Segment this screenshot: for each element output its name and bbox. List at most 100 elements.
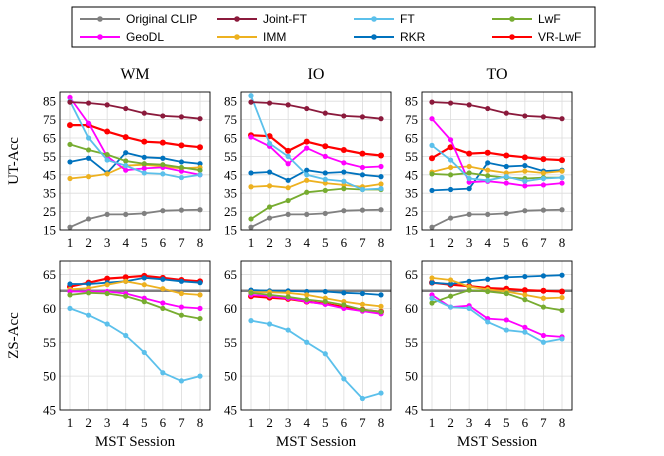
data-point bbox=[285, 147, 292, 154]
y-tick-label: 35 bbox=[224, 186, 237, 201]
data-point bbox=[322, 110, 328, 116]
y-tick-label: 35 bbox=[405, 186, 418, 201]
legend-swatch-marker bbox=[371, 34, 377, 40]
data-point bbox=[67, 122, 73, 129]
y-tick-label: 25 bbox=[224, 204, 237, 219]
data-point bbox=[178, 142, 185, 149]
x-tick-label: 5 bbox=[141, 415, 148, 430]
data-point bbox=[359, 301, 366, 307]
data-point bbox=[540, 295, 547, 301]
data-point bbox=[378, 152, 384, 159]
y-axis-label-ut-acc: UT-Acc bbox=[6, 137, 22, 185]
data-point bbox=[304, 105, 310, 112]
data-point bbox=[304, 189, 310, 195]
data-point bbox=[285, 290, 291, 296]
x-tick-label: 7 bbox=[540, 415, 547, 430]
data-point bbox=[285, 177, 291, 183]
x-tick-label: 4 bbox=[122, 415, 129, 430]
x-tick-label: 4 bbox=[303, 235, 310, 250]
data-point bbox=[503, 110, 509, 116]
series-group bbox=[67, 94, 203, 230]
y-tick-label: 55 bbox=[224, 335, 237, 350]
y-tick-label: 15 bbox=[224, 223, 237, 238]
data-point bbox=[160, 286, 166, 292]
data-point bbox=[304, 292, 310, 298]
panel-title: TO bbox=[486, 66, 507, 83]
data-point bbox=[341, 302, 347, 308]
legend-item-imm: IMM bbox=[217, 30, 286, 44]
data-point bbox=[503, 327, 509, 333]
data-point bbox=[67, 99, 73, 105]
series-line bbox=[250, 319, 382, 400]
data-point bbox=[447, 157, 454, 163]
legend-swatch-marker bbox=[234, 16, 240, 22]
data-point bbox=[123, 278, 129, 284]
data-point bbox=[447, 186, 454, 193]
x-tick-label: 4 bbox=[484, 235, 491, 250]
y-tick-label: 45 bbox=[43, 167, 56, 182]
data-point bbox=[522, 324, 528, 330]
data-point bbox=[429, 99, 435, 105]
data-point bbox=[123, 150, 129, 156]
x-tick-label: 3 bbox=[104, 415, 111, 430]
data-point bbox=[141, 210, 147, 217]
x-tick-label: 2 bbox=[266, 415, 273, 430]
series-line bbox=[250, 294, 382, 315]
data-point bbox=[178, 168, 185, 174]
data-point bbox=[178, 290, 185, 297]
data-point bbox=[303, 138, 310, 145]
series-line bbox=[431, 161, 563, 192]
data-point bbox=[85, 100, 92, 106]
data-point bbox=[540, 182, 547, 188]
data-point bbox=[123, 105, 129, 112]
x-tick-label: 6 bbox=[341, 415, 348, 430]
data-point bbox=[285, 185, 291, 191]
data-point bbox=[503, 290, 509, 297]
data-point bbox=[359, 172, 366, 178]
data-point bbox=[341, 113, 347, 119]
series-line bbox=[250, 291, 382, 313]
data-point bbox=[178, 278, 185, 284]
data-point bbox=[248, 184, 254, 190]
data-point bbox=[285, 327, 291, 333]
data-point bbox=[359, 395, 366, 402]
data-point bbox=[540, 339, 547, 345]
x-axis-label: MST Session bbox=[276, 434, 357, 450]
data-point bbox=[447, 172, 454, 178]
x-tick-label: 8 bbox=[197, 415, 204, 430]
plot-frame bbox=[421, 91, 573, 231]
data-point bbox=[540, 156, 547, 163]
series-original-clip bbox=[429, 207, 565, 230]
series-line bbox=[431, 274, 563, 285]
x-tick-label: 2 bbox=[447, 415, 454, 430]
data-point bbox=[503, 210, 509, 217]
series-original-clip bbox=[67, 207, 203, 230]
data-point bbox=[104, 171, 110, 177]
data-point bbox=[104, 102, 110, 108]
legend-label: LwF bbox=[538, 12, 561, 26]
x-tick-label: 4 bbox=[122, 235, 129, 250]
data-point bbox=[341, 376, 347, 382]
data-point bbox=[485, 160, 491, 166]
data-point bbox=[522, 113, 528, 119]
series-line bbox=[431, 144, 563, 183]
series-line bbox=[250, 95, 382, 191]
data-point bbox=[378, 303, 384, 309]
series-joint-ft bbox=[67, 99, 203, 122]
x-tick-label: 6 bbox=[522, 415, 529, 430]
data-point bbox=[248, 224, 254, 230]
x-tick-label: 3 bbox=[466, 415, 473, 430]
series-line bbox=[70, 276, 201, 285]
data-point bbox=[522, 183, 528, 189]
data-point bbox=[466, 163, 472, 170]
data-point bbox=[322, 210, 328, 217]
y-tick-label: 25 bbox=[405, 204, 418, 219]
x-tick-label: 1 bbox=[67, 235, 74, 250]
data-point bbox=[559, 307, 565, 314]
data-point bbox=[429, 295, 435, 301]
x-tick-label: 1 bbox=[67, 415, 74, 430]
data-point bbox=[378, 309, 384, 315]
data-point bbox=[141, 275, 147, 281]
data-point bbox=[266, 100, 273, 106]
data-point bbox=[559, 207, 565, 213]
